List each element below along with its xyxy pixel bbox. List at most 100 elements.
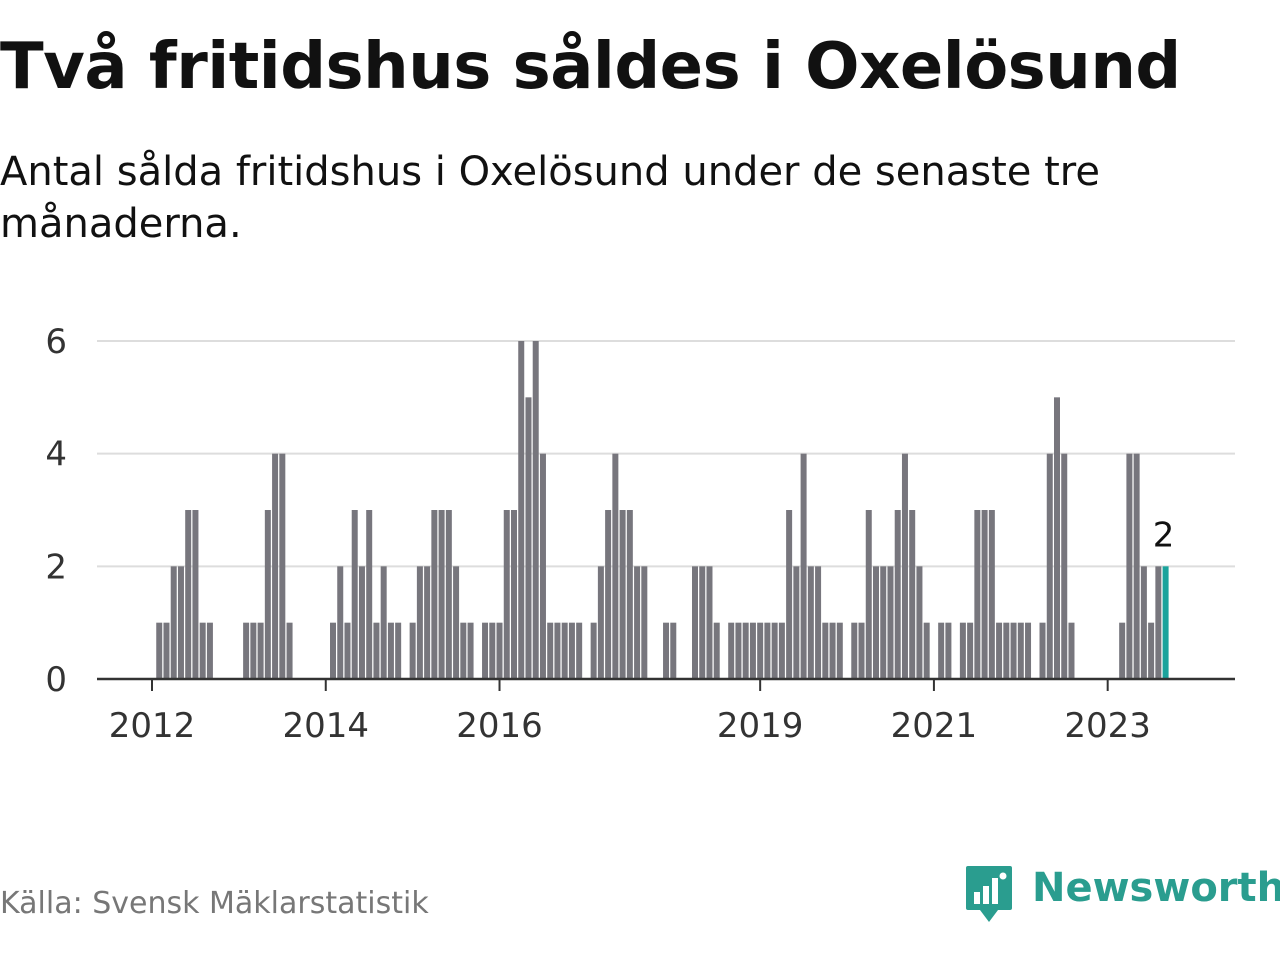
bar (156, 622, 163, 679)
bar (764, 622, 771, 679)
bar (735, 622, 742, 679)
bar (1054, 397, 1060, 679)
bar (916, 566, 923, 679)
bar (532, 341, 539, 679)
bar (424, 566, 431, 679)
logo-text: Newsworthy (1032, 865, 1280, 911)
bar (706, 566, 713, 679)
bar (836, 622, 843, 679)
bar (959, 622, 966, 679)
data-label: 2 (1153, 515, 1175, 555)
y-tick-label: 2 (45, 547, 67, 587)
bar (1140, 566, 1147, 679)
bar (829, 622, 836, 679)
bar (330, 622, 336, 679)
x-tick-label: 2016 (456, 706, 543, 746)
bar (612, 453, 619, 679)
bar (243, 622, 250, 679)
bar (786, 510, 793, 679)
x-tick-label: 2014 (282, 706, 369, 746)
bar (1155, 566, 1162, 679)
bar (409, 622, 416, 679)
bar (286, 622, 293, 679)
bar (453, 566, 460, 679)
bar (894, 510, 901, 679)
bar (525, 397, 532, 679)
bar (518, 341, 525, 679)
x-tick-label: 2019 (717, 706, 804, 746)
bar (1133, 453, 1140, 679)
bar (858, 622, 865, 679)
bar (199, 622, 206, 679)
bar (547, 622, 554, 679)
bar (431, 510, 438, 679)
bar (728, 622, 735, 679)
bar (344, 622, 351, 679)
chart-subtitle: Antal sålda fritidshus i Oxelösund under… (0, 149, 1100, 247)
bar (576, 622, 583, 679)
bar (1003, 622, 1010, 679)
bar (264, 510, 271, 679)
bar (771, 622, 778, 679)
bar (692, 566, 698, 679)
bar-chart: 0 2 4 6 2012 2014 2016 2019 2021 2023 2 (45, 322, 1235, 746)
bar (938, 622, 945, 679)
bar (445, 510, 452, 679)
bar (511, 510, 517, 679)
bar (1126, 453, 1133, 679)
bar (554, 622, 561, 679)
bar (619, 510, 626, 679)
bar (851, 622, 858, 679)
bar (901, 453, 908, 679)
bar (757, 622, 764, 679)
bar (1046, 453, 1053, 679)
bar (873, 566, 879, 679)
bar (865, 510, 872, 679)
source-note: Källa: Svensk Mäklarstatistik (0, 886, 429, 921)
bar (192, 510, 199, 679)
bar (482, 622, 489, 679)
bar (590, 622, 597, 679)
bar (988, 510, 995, 679)
bar (996, 622, 1003, 679)
bar (438, 510, 445, 679)
bar (945, 622, 952, 679)
bar (663, 622, 670, 679)
bar (1148, 622, 1155, 679)
bar (641, 566, 648, 679)
bar (366, 510, 373, 679)
bar (880, 566, 887, 679)
bar (742, 622, 749, 679)
bar (1025, 622, 1032, 679)
bar (1039, 622, 1046, 679)
bar (670, 622, 677, 679)
bar (373, 622, 380, 679)
bar (460, 622, 467, 679)
y-tick-label: 6 (45, 322, 67, 362)
newsworthy-logo: Newsworthy (964, 864, 1280, 926)
bar (887, 566, 894, 679)
bar (163, 622, 170, 679)
bar (793, 566, 800, 679)
bar (778, 622, 785, 679)
bar (699, 566, 706, 679)
bar (967, 622, 974, 679)
bar (272, 453, 279, 679)
bar (503, 510, 510, 679)
bar-highlight (1162, 566, 1169, 679)
bar (177, 566, 184, 679)
bar (489, 622, 496, 679)
bar (496, 622, 503, 679)
bar (807, 566, 814, 679)
x-tick-label: 2023 (1064, 706, 1151, 746)
bar (1061, 453, 1068, 679)
bar (250, 622, 257, 679)
chart-title: Två fritidshus såldes i Oxelösund (0, 30, 1181, 104)
bar (605, 510, 612, 679)
bar (185, 510, 192, 679)
bar (395, 622, 402, 679)
bar (909, 510, 916, 679)
bar (1017, 622, 1024, 679)
bar-chart-speech-bubble-icon (966, 866, 1012, 922)
bar (597, 566, 604, 679)
